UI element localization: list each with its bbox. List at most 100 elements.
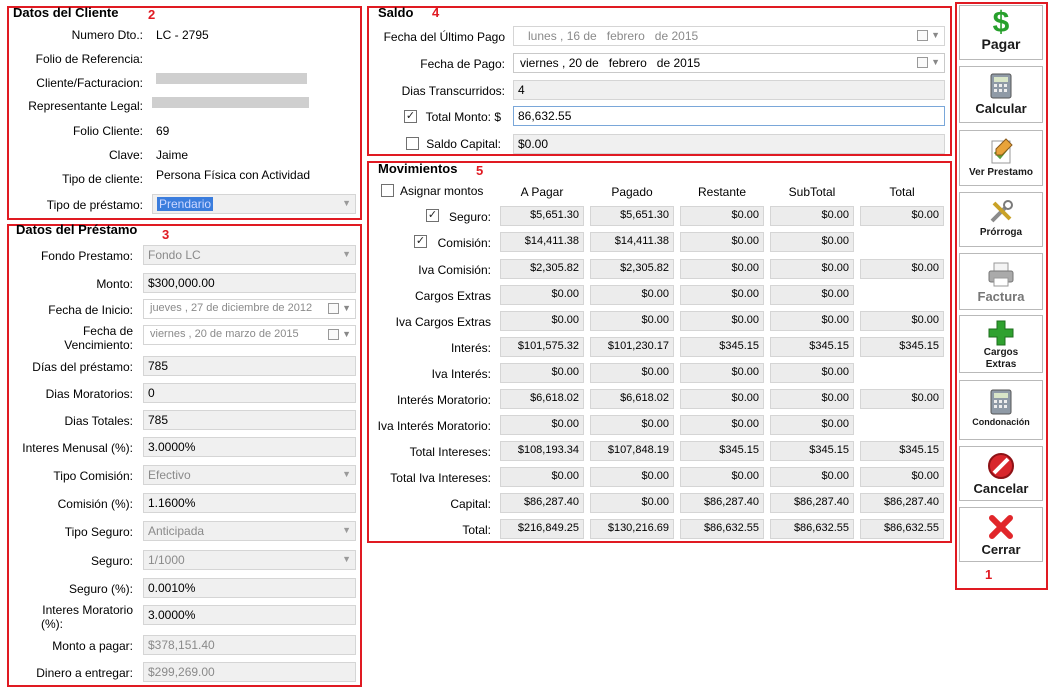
grid-cell[interactable]: $86,632.55 [680,519,764,539]
grid-cell[interactable]: $0.00 [770,232,854,252]
seguro-select[interactable]: 1/1000 ▼ [143,550,356,570]
grid-cell[interactable]: $107,848.19 [590,441,674,461]
grid-cell[interactable]: $0.00 [860,467,944,487]
monto-pagar-field[interactable]: $378,151.40 [143,635,356,655]
grid-cell[interactable]: $86,632.55 [860,519,944,539]
grid-cell[interactable]: $0.00 [680,232,764,252]
grid-cell[interactable]: $0.00 [680,467,764,487]
grid-cell[interactable]: $0.00 [770,363,854,383]
grid-cell[interactable]: $0.00 [500,415,584,435]
grid-cell[interactable]: $216,849.25 [500,519,584,539]
grid-cell[interactable]: $345.15 [860,337,944,357]
grid-cell[interactable]: $0.00 [770,389,854,409]
grid-cell[interactable]: $0.00 [500,467,584,487]
cargos-extras-button[interactable]: Cargos Extras [959,315,1043,373]
grid-cell[interactable]: $0.00 [500,311,584,331]
grid-cell[interactable]: $0.00 [680,389,764,409]
grid-cell[interactable]: $2,305.82 [500,259,584,279]
grid-cell[interactable]: $5,651.30 [590,206,674,226]
grid-cell[interactable]: $0.00 [590,311,674,331]
dias-mora-field[interactable]: 0 [143,383,356,403]
pagar-button[interactable]: $ Pagar [959,5,1043,60]
grid-cell[interactable]: $0.00 [770,467,854,487]
grid-cell[interactable]: $0.00 [860,389,944,409]
ultimo-date-picker[interactable]: lunes , 16 de febrero de 2015 ▼ [513,26,945,46]
grid-cell[interactable]: $0.00 [680,311,764,331]
grid-cell[interactable]: $101,230.17 [590,337,674,357]
grid-cell[interactable]: $345.15 [770,441,854,461]
calcular-button[interactable]: Calcular [959,66,1043,123]
grid-cell[interactable]: $345.15 [680,441,764,461]
grid-cell[interactable]: $0.00 [680,415,764,435]
grid-cell[interactable]: $0.00 [680,259,764,279]
grid-cell[interactable]: $5,651.30 [500,206,584,226]
total-monto-input[interactable]: 86,632.55 [513,106,945,126]
grid-cell[interactable]: $0.00 [680,363,764,383]
grid-cell[interactable]: $0.00 [860,259,944,279]
grid-cell[interactable]: $0.00 [860,206,944,226]
grid-cell[interactable]: $86,287.40 [500,493,584,513]
grid-cell[interactable]: $0.00 [500,285,584,305]
tipo-comision-select[interactable]: Efectivo ▼ [143,465,356,485]
total-monto-checkbox[interactable]: ✓ [404,110,417,123]
saldo-capital-field[interactable]: $0.00 [513,134,945,154]
grid-cell[interactable]: $6,618.02 [500,389,584,409]
grid-cell[interactable]: $2,305.82 [590,259,674,279]
grid-cell[interactable]: $0.00 [860,311,944,331]
tipo-prestamo-select[interactable]: Prendario ▼ [152,194,356,214]
representante-redacted [152,97,309,108]
dias-trans-field[interactable]: 4 [513,80,945,100]
grid-cell[interactable]: $0.00 [500,363,584,383]
asignar-checkbox[interactable] [381,184,394,197]
inicio-date-picker[interactable]: jueves , 27 de diciembre de 2012 ▼ [143,299,356,319]
grid-cell[interactable]: $108,193.34 [500,441,584,461]
venc-date-picker[interactable]: viernes , 20 de marzo de 2015 ▼ [143,325,356,345]
grid-cell[interactable]: $0.00 [770,259,854,279]
grid-cell[interactable]: $0.00 [770,206,854,226]
tipo-seguro-select[interactable]: Anticipada ▼ [143,521,356,541]
ultimo-day: lunes [528,29,557,43]
grid-cell[interactable]: $0.00 [770,311,854,331]
grid-cell[interactable]: $14,411.38 [500,232,584,252]
grid-cell[interactable]: $345.15 [860,441,944,461]
dias-totales-field[interactable]: 785 [143,410,356,430]
prorroga-button[interactable]: Prórroga [959,192,1043,247]
cerrar-button[interactable]: Cerrar [959,507,1043,562]
interes-field[interactable]: 3.0000% [143,437,356,457]
comision-field[interactable]: 1.1600% [143,493,356,513]
row-checkbox[interactable]: ✓ [414,235,427,248]
grid-cell[interactable]: $345.15 [770,337,854,357]
grid-cell[interactable]: $86,287.40 [770,493,854,513]
grid-cell[interactable]: $0.00 [590,493,674,513]
cancelar-button[interactable]: Cancelar [959,446,1043,501]
grid-cell[interactable]: $86,287.40 [680,493,764,513]
dias-prestamo-field[interactable]: 785 [143,356,356,376]
condonacion-button[interactable]: Condonación [959,380,1043,440]
grid-cell[interactable]: $6,618.02 [590,389,674,409]
grid-cell[interactable]: $86,287.40 [860,493,944,513]
dinero-field[interactable]: $299,269.00 [143,662,356,682]
grid-cell[interactable]: $0.00 [770,415,854,435]
factura-button[interactable]: Factura [959,253,1043,310]
grid-cell[interactable]: $0.00 [590,415,674,435]
grid-cell[interactable]: $345.15 [680,337,764,357]
grid-cell[interactable]: $101,575.32 [500,337,584,357]
grid-cell[interactable]: $0.00 [590,363,674,383]
grid-cell[interactable]: $0.00 [680,206,764,226]
grid-cell[interactable]: $14,411.38 [590,232,674,252]
pago-date-picker[interactable]: viernes , 20 de febrero de 2015 ▼ [513,53,945,73]
grid-cell[interactable]: $130,216.69 [590,519,674,539]
row-checkbox[interactable]: ✓ [426,209,439,222]
grid-cell[interactable]: $0.00 [770,285,854,305]
grid-cell[interactable]: $0.00 [680,285,764,305]
grid-cell[interactable]: $0.00 [590,467,674,487]
plus-icon [988,320,1014,346]
fondo-select[interactable]: Fondo LC ▼ [143,245,356,265]
monto-field[interactable]: $300,000.00 [143,273,356,293]
ver-prestamo-button[interactable]: Ver Prestamo [959,130,1043,186]
grid-cell[interactable]: $86,632.55 [770,519,854,539]
int-mora-field[interactable]: 3.0000% [143,605,356,625]
grid-cell[interactable]: $0.00 [590,285,674,305]
saldo-capital-checkbox[interactable] [406,137,419,150]
seguro-pct-field[interactable]: 0.0010% [143,578,356,598]
